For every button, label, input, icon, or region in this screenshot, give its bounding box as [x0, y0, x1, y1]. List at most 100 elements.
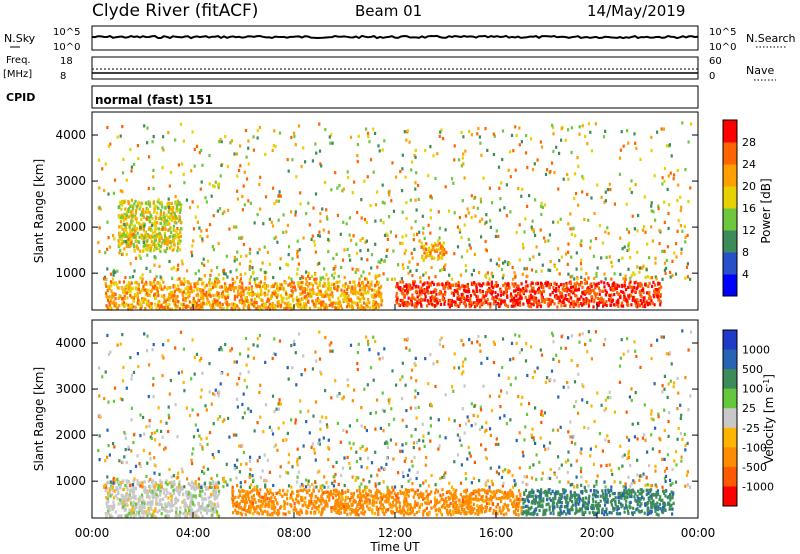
velocity-cell	[165, 509, 168, 513]
velocity-cell	[135, 486, 138, 490]
power-cell	[667, 211, 670, 216]
power-cell	[216, 303, 219, 307]
velocity-cell	[379, 496, 382, 500]
velocity-cell	[144, 490, 147, 495]
power-cell	[197, 282, 200, 286]
power-cell	[399, 286, 402, 290]
velocity-cell	[441, 488, 444, 492]
velocity-cell	[320, 488, 323, 492]
power-cell	[169, 216, 173, 220]
velocity-cell	[234, 508, 237, 512]
power-cell	[480, 235, 483, 239]
power-cell	[454, 300, 457, 304]
power-cell	[613, 202, 616, 206]
power-cell	[132, 213, 135, 217]
power-cell	[202, 301, 205, 305]
power-cell	[122, 303, 125, 308]
power-cell	[211, 245, 214, 249]
power-cell	[142, 207, 145, 212]
power-cell	[145, 288, 148, 292]
power-cell	[664, 271, 667, 275]
velocity-cell	[470, 499, 473, 503]
power-cell	[438, 256, 441, 260]
velocity-cell	[361, 489, 365, 493]
power-cell	[176, 305, 179, 309]
power-cell	[218, 207, 222, 211]
power-cell	[629, 256, 632, 260]
power-cell	[541, 263, 544, 267]
velocity-cell	[217, 514, 221, 518]
power-colorbar-tick-2: 12	[742, 224, 756, 237]
power-cell	[469, 246, 472, 250]
power-cell	[589, 246, 592, 250]
power-cell	[443, 265, 446, 269]
velocity-cell	[211, 509, 214, 513]
power-cell	[299, 191, 302, 195]
power-cell	[570, 150, 573, 155]
velocity-cell	[241, 496, 244, 500]
power-cell	[443, 267, 446, 272]
velocity-cell	[197, 502, 200, 506]
power-cell	[305, 212, 308, 216]
power-cell	[320, 302, 323, 306]
power-cell	[414, 219, 417, 224]
power-cell	[431, 247, 434, 251]
power-cell	[356, 143, 359, 147]
power-cell	[377, 144, 380, 148]
power-cell	[585, 301, 588, 305]
power-cell	[208, 290, 211, 294]
power-cell	[377, 293, 380, 297]
power-cell	[567, 222, 570, 226]
velocity-cell	[492, 508, 495, 513]
power-cell	[617, 258, 620, 263]
velocity-cell	[204, 506, 207, 510]
power-cell	[422, 226, 425, 230]
velocity-cell	[205, 511, 208, 515]
power-cell	[406, 129, 409, 133]
power-cell	[595, 274, 598, 278]
power-cell	[620, 130, 623, 134]
power-cell	[485, 220, 488, 224]
power-cell	[476, 206, 479, 210]
power-cell	[684, 276, 687, 280]
power-cell	[349, 298, 352, 302]
power-cell	[505, 183, 508, 187]
power-cell	[412, 233, 416, 237]
power-cell	[460, 292, 463, 297]
velocity-cell	[425, 506, 428, 510]
velocity-cell	[317, 510, 321, 514]
power-cell	[112, 234, 115, 238]
power-cell	[305, 270, 308, 274]
power-cell	[299, 300, 302, 304]
power-cell	[132, 245, 136, 249]
power-cell	[239, 300, 243, 304]
power-cell	[580, 239, 583, 243]
power-cell	[429, 216, 432, 220]
velocity-cell	[185, 493, 188, 497]
power-cell	[228, 283, 231, 287]
power-cell	[118, 233, 121, 237]
power-cell	[196, 307, 199, 311]
power-cell	[609, 297, 612, 301]
power-cell	[182, 302, 185, 306]
velocity-cell	[297, 489, 300, 493]
power-cell	[180, 302, 183, 306]
power-cell	[157, 232, 160, 236]
velocity-cell	[368, 489, 371, 493]
power-cell	[448, 282, 451, 286]
power-cell	[631, 298, 634, 302]
power-cell	[657, 204, 660, 208]
power-cell	[568, 293, 571, 297]
velocity-cell	[193, 503, 196, 507]
power-cell	[543, 298, 547, 302]
power-cell	[429, 231, 432, 235]
power-cell	[143, 224, 146, 228]
power-cell	[655, 290, 658, 294]
power-cell	[127, 210, 130, 214]
power-cell	[233, 294, 237, 298]
power-cell	[270, 220, 273, 224]
power-cell	[154, 296, 157, 300]
power-cell	[272, 306, 275, 310]
power-cell	[391, 161, 394, 165]
velocity-cell	[344, 490, 347, 494]
